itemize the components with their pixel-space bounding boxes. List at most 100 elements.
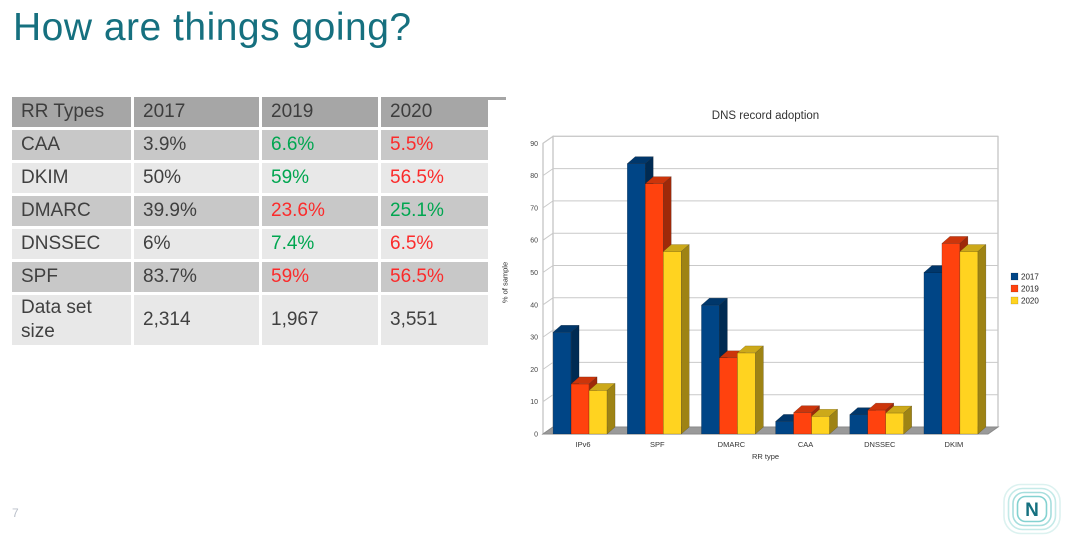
legend-label: 2019 <box>1021 285 1039 294</box>
gridline-wall-stub <box>542 135 554 144</box>
table-cell: 39.9% <box>134 196 259 226</box>
table-cell: 59% <box>262 163 378 193</box>
logo-ring <box>1007 487 1057 531</box>
chart-left-wall <box>542 135 554 435</box>
bar-front-2019 <box>570 383 590 435</box>
gridline-wall-stub <box>542 297 554 306</box>
table-header-cell: 2017 <box>134 97 259 127</box>
table-cell: 56.5% <box>381 163 506 193</box>
table-cell: 7.4% <box>262 229 378 259</box>
bar-front-2020 <box>959 251 979 435</box>
rr-table-body: RR Types 2017 2019 2020 CAA 3.9% 6.6% 5.5% D… <box>12 97 506 345</box>
page-number: 7 <box>12 506 19 520</box>
logo-ring <box>1012 491 1052 527</box>
table-cell: 6% <box>134 229 259 259</box>
bar-front-2020 <box>885 412 904 435</box>
gridline-wall-stub <box>542 265 554 273</box>
table-cell: 50% <box>134 163 259 193</box>
bar-front-2017 <box>775 421 794 435</box>
table-cell: 23.6% <box>262 196 378 226</box>
bar-front-2020 <box>811 415 830 435</box>
bar-top-2017 <box>552 325 580 333</box>
table-row: Data set size 2,314 1,967 3,551 <box>12 295 506 345</box>
table-cell: 1,967 <box>262 295 378 345</box>
table-header-cell: 2019 <box>262 97 378 127</box>
gridline-wall-stub <box>542 329 554 338</box>
bar-front-2020 <box>588 390 608 435</box>
bar-front-2020 <box>737 352 756 435</box>
bar-side-2020 <box>755 345 764 435</box>
bar-top-2020 <box>959 244 987 252</box>
bar-side-2020 <box>903 405 912 435</box>
bar-front-2019 <box>941 243 961 435</box>
table-header-cell: 2020 <box>381 97 506 127</box>
x-category-label: DNSSEC <box>864 440 896 449</box>
table-cell: 3.9% <box>134 130 259 160</box>
row-label: DNSSEC <box>12 229 131 259</box>
table-cell: 3,551 <box>381 295 506 345</box>
bar-front-2019 <box>793 412 812 435</box>
y-tick-label: 50 <box>530 270 538 277</box>
bar-top-2020 <box>736 345 765 354</box>
chart-back-wall <box>552 135 999 428</box>
row-label: Data set size <box>12 295 131 345</box>
bar-front-2019 <box>719 357 738 435</box>
table-header-cell: RR Types <box>12 97 131 127</box>
bar-front-2017 <box>552 332 572 435</box>
x-category-label: DMARC <box>718 440 746 449</box>
table-row: SPF 83.7% 59% 56.5% <box>12 262 506 292</box>
bar-top-2019 <box>570 376 598 385</box>
bar-top-2020 <box>810 408 839 417</box>
table-row: CAA 3.9% 6.6% 5.5% <box>12 130 506 160</box>
bar-front-2019 <box>867 409 886 435</box>
gridline-wall-stub <box>542 394 554 403</box>
bar-side-2020 <box>681 243 690 435</box>
y-tick-label: 90 <box>530 141 538 148</box>
row-label: SPF <box>12 262 131 292</box>
gridline-wall-stub <box>542 200 554 209</box>
table-cell: 6.6% <box>262 130 378 160</box>
dns-adoption-chart: 0 10 20 30 40 50 60 70 80 90 IPv6 SPF DMARC CAA DNSSEC… <box>488 100 1075 480</box>
chart-y-axis-label: % of sample <box>500 261 510 304</box>
rr-adoption-table: RR Types 2017 2019 2020 CAA 3.9% 6.6% 5.5% D… <box>9 94 509 348</box>
table-row: DNSSEC 6% 7.4% 6.5% <box>12 229 506 259</box>
slide-title: How are things going? <box>13 6 412 49</box>
y-tick-label: 0 <box>534 432 538 439</box>
bar-front-2017 <box>923 272 943 435</box>
y-tick-label: 20 <box>530 367 538 374</box>
table-row: DMARC 39.9% 23.6% 25.1% <box>12 196 506 226</box>
legend-swatch-2017 <box>1010 272 1019 281</box>
y-tick-label: 30 <box>530 335 538 342</box>
bar-side-2020 <box>829 408 838 435</box>
table-cell: 56.5% <box>381 262 506 292</box>
table-cell: 5.5% <box>381 130 506 160</box>
bar-front-2017 <box>849 414 868 435</box>
table-cell: 2,314 <box>134 295 259 345</box>
x-category-label: DKIM <box>945 440 964 449</box>
logo-letter: N <box>1025 500 1039 521</box>
bar-top-2017 <box>700 297 729 306</box>
x-category-label: IPv6 <box>576 440 591 449</box>
logo-ring-outer <box>1003 483 1061 535</box>
bar-front-2020 <box>663 251 682 435</box>
row-label: DMARC <box>12 196 131 226</box>
chart-x-axis-label: RR type <box>751 452 780 461</box>
gridline-wall-stub <box>542 361 554 370</box>
bar-top-2019 <box>941 236 969 244</box>
table-cell: 25.1% <box>381 196 506 226</box>
legend-label: 2020 <box>1021 297 1039 306</box>
y-tick-label: 60 <box>530 238 538 245</box>
y-tick-label: 80 <box>530 173 538 180</box>
chart-title: DNS record adoption <box>711 110 820 122</box>
legend-swatch-2019 <box>1010 284 1019 293</box>
bar-front-2017 <box>701 304 720 435</box>
x-category-label: SPF <box>650 440 665 449</box>
bar-side-2020 <box>977 243 987 435</box>
netnod-logo: N <box>1003 483 1061 535</box>
y-tick-label: 70 <box>530 205 538 212</box>
table-cell: 59% <box>262 262 378 292</box>
row-label: DKIM <box>12 163 131 193</box>
bar-front-2017 <box>627 163 646 435</box>
gridline-wall-stub <box>542 168 554 177</box>
